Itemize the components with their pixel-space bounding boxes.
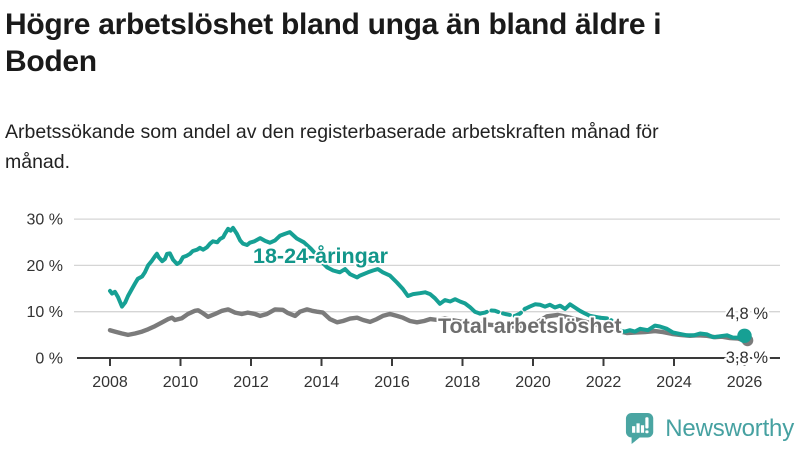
end-value-label-total: 3,8 % — [726, 349, 769, 367]
series-line — [522, 302, 602, 320]
newsworthy-brand: Newsworthy — [625, 412, 794, 446]
x-axis-tick-label: 2026 — [727, 374, 763, 391]
newsworthy-logo-icon — [626, 413, 654, 445]
x-axis-tick-label: 2010 — [163, 374, 199, 391]
y-axis-tick-label: 0 % — [35, 351, 63, 368]
x-axis-tick-label: 2024 — [656, 374, 692, 391]
chart-subtitle: Arbetssökande som andel av den registerb… — [5, 121, 659, 173]
end-dot — [737, 328, 752, 343]
x-axis-tick-label: 2022 — [586, 374, 622, 391]
series-label-total: Total arbetslöshet — [438, 314, 622, 338]
newsworthy-wordmark: Newsworthy — [665, 415, 794, 442]
series-endpoints — [737, 328, 754, 347]
series-label-young: 18-24-åringar — [253, 244, 389, 268]
page-title: Högre arbetslöshet bland unga än bland ä… — [5, 8, 662, 78]
y-axis-tick-label: 20 % — [27, 258, 63, 275]
series-lines — [107, 225, 747, 343]
y-axis-tick-label: 10 % — [27, 304, 63, 321]
x-axis-tick-label: 2012 — [233, 374, 269, 391]
series-line — [598, 315, 623, 333]
x-axis-tick-label: 2014 — [304, 374, 340, 391]
x-axis-tick-label: 2008 — [92, 374, 128, 391]
series-line — [107, 307, 747, 343]
series-line — [108, 225, 483, 316]
series-line — [478, 306, 527, 318]
series-line — [618, 323, 747, 340]
x-axis-tick-label: 2020 — [515, 374, 551, 391]
x-axis-tick-label: 2018 — [445, 374, 481, 391]
y-axis-tick-label: 30 % — [27, 212, 63, 229]
x-axis-tick-label: 2016 — [374, 374, 410, 391]
axes-and-grid: 30 % 20 % 10 % 0 % 2008 2010 2012 2014 2016 2018 2… — [27, 212, 780, 391]
end-value-label-young: 4,8 % — [726, 305, 769, 323]
